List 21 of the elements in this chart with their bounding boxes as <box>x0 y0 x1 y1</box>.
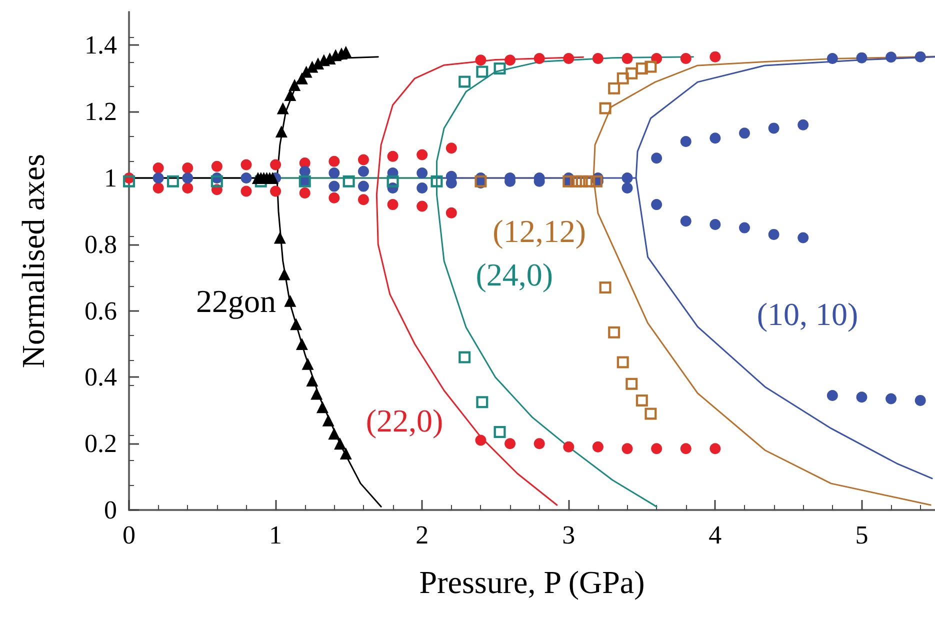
series-label: (24,0) <box>476 256 554 292</box>
x-tick-label: 0 <box>122 520 136 550</box>
y-tick-label: 1.4 <box>84 30 117 60</box>
y-tick-label: 1 <box>104 164 117 192</box>
series-label: (22,0) <box>366 402 444 438</box>
y-tick-label: 0 <box>104 496 117 524</box>
y-tick-label: 1.2 <box>84 97 117 126</box>
series-label: (12,12) <box>492 213 586 250</box>
y-tick-label: 0.4 <box>84 362 117 392</box>
x-axis-title: Pressure, P (GPa) <box>419 564 645 600</box>
series-label: 22gon <box>196 282 276 319</box>
x-tick-label: 4 <box>708 520 722 550</box>
x-tick-label: 3 <box>562 520 576 550</box>
y-axis-title: Normalised axes <box>15 154 51 368</box>
x-tick-label: 2 <box>416 520 429 550</box>
y-tick-label: 0.6 <box>84 296 117 326</box>
y-tick-label: 0.8 <box>84 230 117 259</box>
x-tick-label: 1 <box>269 520 282 550</box>
y-tick-label: 0.2 <box>84 429 117 458</box>
x-tick-label: 5 <box>855 520 868 550</box>
series-label: (10, 10) <box>756 296 858 332</box>
